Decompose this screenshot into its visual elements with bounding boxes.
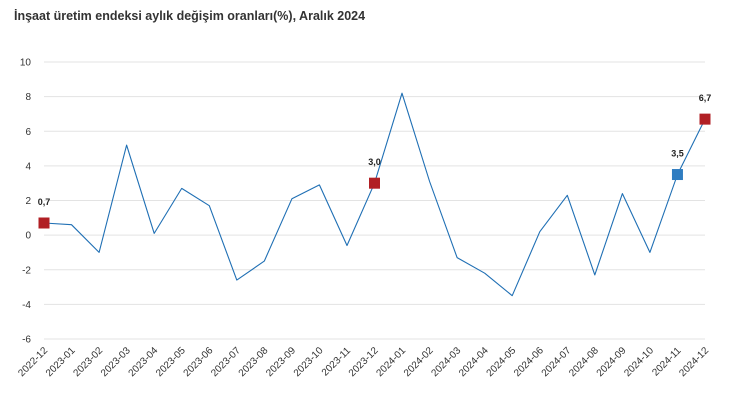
data-point[interactable]: [151, 230, 157, 236]
highlight-marker[interactable]: [38, 217, 50, 229]
y-tick-label: 4: [25, 161, 31, 172]
highlight-marker[interactable]: [699, 113, 711, 125]
highlight-markers: 0,7 3,0 3,5 6,7: [38, 93, 712, 229]
data-point[interactable]: [344, 243, 350, 249]
y-tick-label: -4: [22, 300, 31, 311]
y-tick-label: 6: [25, 127, 31, 138]
data-point[interactable]: [96, 249, 102, 255]
x-axis-ticks: 2022-122023-012023-022023-032023-042023-…: [16, 345, 711, 379]
series-layer: [43, 90, 706, 299]
data-label: 0,7: [38, 197, 51, 207]
data-point[interactable]: [454, 255, 460, 261]
data-point[interactable]: [206, 203, 212, 209]
data-point[interactable]: [234, 277, 240, 283]
data-label: 3,5: [671, 149, 684, 159]
y-tick-label: -2: [22, 265, 31, 276]
x-tick-label: 2024-12: [677, 345, 711, 379]
y-axis-ticks: 10 8 6 4 2 0 -2 -4 -6: [20, 58, 32, 346]
data-point[interactable]: [537, 229, 543, 235]
data-label: 6,7: [699, 93, 712, 103]
y-tick-label: -6: [22, 335, 31, 346]
data-point[interactable]: [427, 178, 433, 184]
x-tick-label: 2024-10: [622, 345, 656, 379]
data-point[interactable]: [261, 258, 267, 264]
data-point[interactable]: [69, 222, 75, 228]
x-tick-label: 2023-10: [292, 345, 326, 379]
series-line: [43, 92, 706, 297]
data-point[interactable]: [482, 270, 488, 276]
data-point[interactable]: [592, 272, 598, 278]
data-point[interactable]: [289, 196, 295, 202]
y-tick-label: 10: [20, 58, 32, 69]
y-tick-label: 2: [25, 196, 31, 207]
highlight-marker[interactable]: [369, 177, 380, 189]
chart-title: İnşaat üretim endeksi aylık değişim oran…: [14, 9, 366, 23]
data-point[interactable]: [647, 249, 653, 255]
y-tick-label: 8: [25, 92, 31, 103]
data-point[interactable]: [619, 191, 625, 197]
data-point[interactable]: [564, 192, 570, 198]
data-label: 3,0: [368, 157, 381, 167]
y-tick-label: 0: [25, 231, 31, 242]
highlight-marker[interactable]: [671, 169, 683, 181]
data-point[interactable]: [316, 182, 322, 188]
data-point[interactable]: [124, 142, 130, 148]
data-point[interactable]: [509, 293, 515, 299]
gridlines: [44, 61, 705, 340]
data-point[interactable]: [399, 90, 405, 96]
data-point[interactable]: [179, 185, 185, 191]
